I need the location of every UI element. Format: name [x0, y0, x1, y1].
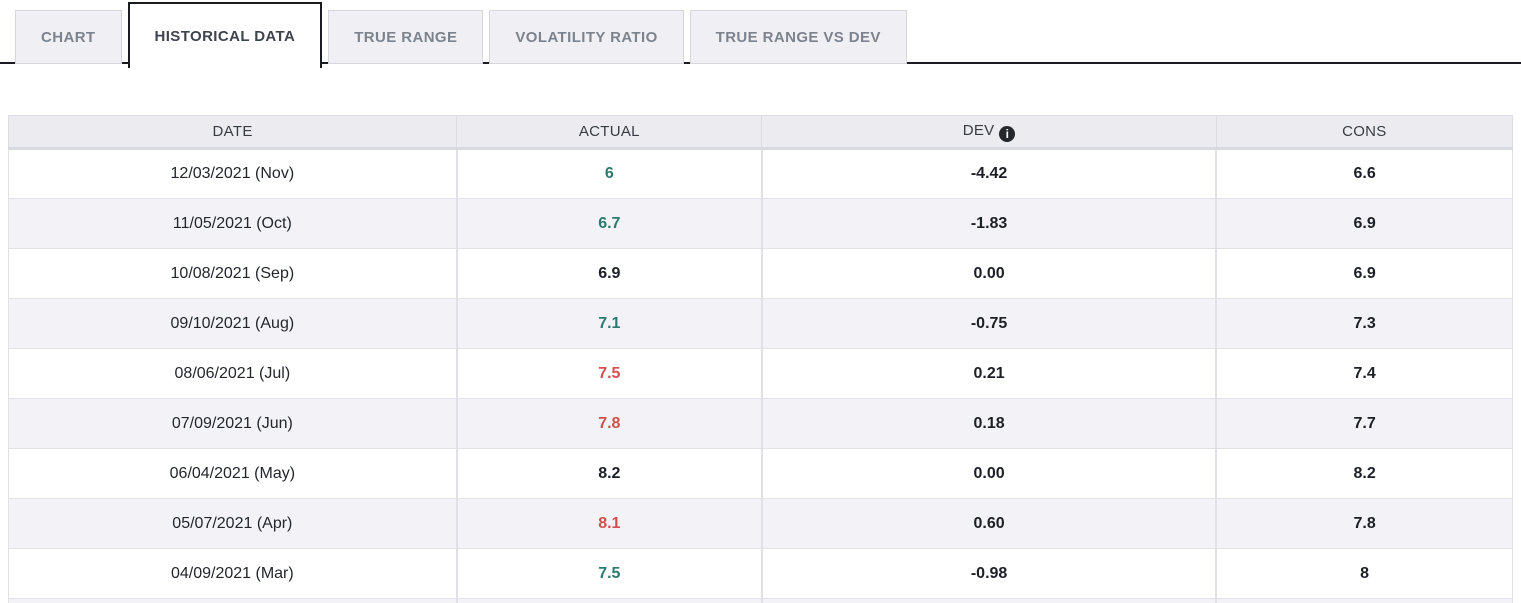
cell-date: 10/08/2021 (Sep) — [7, 248, 458, 299]
cell-cons — [1215, 598, 1514, 603]
cell-actual: 6.9 — [455, 248, 763, 299]
tab-chart[interactable]: CHART — [15, 10, 122, 64]
tab-true-range-vs-dev[interactable]: TRUE RANGE VS DEV — [689, 10, 907, 64]
tab-label: VOLATILITY RATIO — [515, 28, 658, 46]
cell-dev: -0.75 — [760, 298, 1218, 349]
table-body: 12/03/2021 (Nov) 6 -4.42 6.6 11/05/2021 … — [7, 148, 1514, 603]
cell-dev: 0.18 — [760, 398, 1218, 449]
cell-date: 04/09/2021 (Mar) — [7, 548, 458, 599]
cell-dev: 0.21 — [760, 348, 1218, 399]
info-icon[interactable]: i — [999, 125, 1016, 142]
col-header-date-label: DATE — [212, 123, 253, 140]
cell-cons: 6.9 — [1215, 248, 1514, 299]
cell-date: 06/04/2021 (May) — [7, 448, 458, 499]
cell-actual: 6 — [455, 148, 763, 199]
tab-bar: CHART HISTORICAL DATA TRUE RANGE VOLATIL… — [0, 0, 1521, 68]
tab-label: TRUE RANGE — [354, 28, 458, 46]
col-header-cons: CONS — [1215, 115, 1514, 150]
cell-dev — [760, 598, 1218, 603]
cell-actual: 7.8 — [455, 398, 763, 449]
cell-date: 12/03/2021 (Nov) — [7, 148, 458, 199]
table-row: 04/09/2021 (Mar) 7.5 -0.98 8 — [7, 548, 1514, 599]
cell-cons: 8 — [1215, 548, 1514, 599]
historical-data-panel: DATE ACTUAL DEV i CONS 12/03/2021 (Nov) 6… — [7, 115, 1514, 603]
tab-volatility-ratio[interactable]: VOLATILITY RATIO — [489, 10, 684, 64]
tab-label: TRUE RANGE VS DEV — [715, 28, 881, 46]
cell-cons: 7.8 — [1215, 498, 1514, 549]
col-header-dev-label: DEV — [962, 121, 995, 139]
cell-dev: 0.60 — [760, 498, 1218, 549]
cell-cons: 6.9 — [1215, 198, 1514, 249]
col-header-date: DATE — [7, 115, 458, 150]
cell-date: 09/10/2021 (Aug) — [7, 298, 458, 349]
historical-data-table: DATE ACTUAL DEV i CONS 12/03/2021 (Nov) 6… — [7, 115, 1514, 603]
cell-date: 11/05/2021 (Oct) — [7, 198, 458, 249]
cell-dev: -0.98 — [760, 548, 1218, 599]
cell-date: 08/06/2021 (Jul) — [7, 348, 458, 399]
tab-historical-data[interactable]: HISTORICAL DATA — [127, 2, 323, 68]
cell-actual: 7.5 — [455, 548, 763, 599]
cell-dev: 0.00 — [760, 448, 1218, 499]
cell-actual: 8.1 — [455, 498, 763, 549]
table-row: 12/03/2021 (Nov) 6 -4.42 6.6 — [7, 148, 1514, 199]
col-header-actual: ACTUAL — [456, 115, 763, 150]
cell-dev: 0.00 — [760, 248, 1218, 299]
cell-cons: 8.2 — [1215, 448, 1514, 499]
col-header-actual-label: ACTUAL — [578, 123, 640, 140]
table-row: 06/04/2021 (May) 8.2 0.00 8.2 — [7, 448, 1514, 499]
cell-actual: 6.7 — [455, 198, 763, 249]
table-row: 10/08/2021 (Sep) 6.9 0.00 6.9 — [7, 248, 1514, 299]
cell-date — [7, 598, 458, 603]
cell-actual: 7.1 — [455, 298, 763, 349]
table-row: 07/09/2021 (Jun) 7.8 0.18 7.7 — [7, 398, 1514, 449]
table-row: 08/06/2021 (Jul) 7.5 0.21 7.4 — [7, 348, 1514, 399]
cell-date: 07/09/2021 (Jun) — [7, 398, 458, 449]
col-header-cons-label: CONS — [1342, 123, 1387, 140]
tab-label: HISTORICAL DATA — [154, 27, 296, 45]
cell-date: 05/07/2021 (Apr) — [7, 498, 458, 549]
cell-cons: 6.6 — [1215, 148, 1514, 199]
cell-actual: 7.5 — [455, 348, 763, 399]
col-header-dev: DEV i — [761, 115, 1217, 150]
cell-cons: 7.7 — [1215, 398, 1514, 449]
table-header-row: DATE ACTUAL DEV i CONS — [7, 115, 1514, 150]
cell-cons: 7.4 — [1215, 348, 1514, 399]
tab-true-range[interactable]: TRUE RANGE — [328, 10, 484, 64]
table-row: 05/07/2021 (Apr) 8.1 0.60 7.8 — [7, 498, 1514, 549]
table-row: 09/10/2021 (Aug) 7.1 -0.75 7.3 — [7, 298, 1514, 349]
cell-cons: 7.3 — [1215, 298, 1514, 349]
tab-label: CHART — [41, 28, 96, 46]
table-row: 11/05/2021 (Oct) 6.7 -1.83 6.9 — [7, 198, 1514, 249]
cell-dev: -1.83 — [760, 198, 1218, 249]
table-row-partial — [7, 598, 1514, 603]
cell-actual — [455, 598, 763, 603]
cell-dev: -4.42 — [760, 148, 1218, 199]
cell-actual: 8.2 — [455, 448, 763, 499]
